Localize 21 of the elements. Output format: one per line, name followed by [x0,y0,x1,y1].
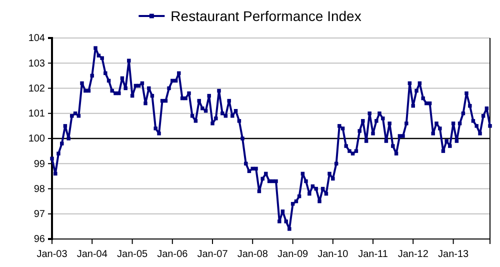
y-tick-label: 96 [34,234,46,246]
y-tick-label: 104 [28,33,46,44]
y-tick-label: 99 [34,158,46,170]
x-tick-label: Jan-10 [318,249,349,260]
legend-label: Restaurant Performance Index [170,8,362,24]
x-tick-label: Jan-12 [398,249,429,260]
y-tick-label: 97 [34,209,46,220]
x-tick-label: Jan-04 [76,249,108,260]
x-tick-label: Jan-11 [358,249,388,260]
y-tick-label: 102 [28,83,46,94]
x-tick-label: Jan-07 [197,249,228,260]
x-tick-label: Jan-06 [157,249,188,260]
x-tick-label: Jan-05 [117,249,148,260]
y-tick-label: 103 [28,58,46,70]
x-tick-label: Jan-08 [237,249,268,260]
x-tick-label: Jan-09 [278,249,309,260]
y-tick-label: 100 [28,134,46,145]
y-tick-label: 101 [28,108,46,120]
y-tick-label: 98 [34,184,46,195]
x-tick-label: Jan-03 [36,249,68,260]
x-tick-label: Jan-13 [438,249,470,260]
